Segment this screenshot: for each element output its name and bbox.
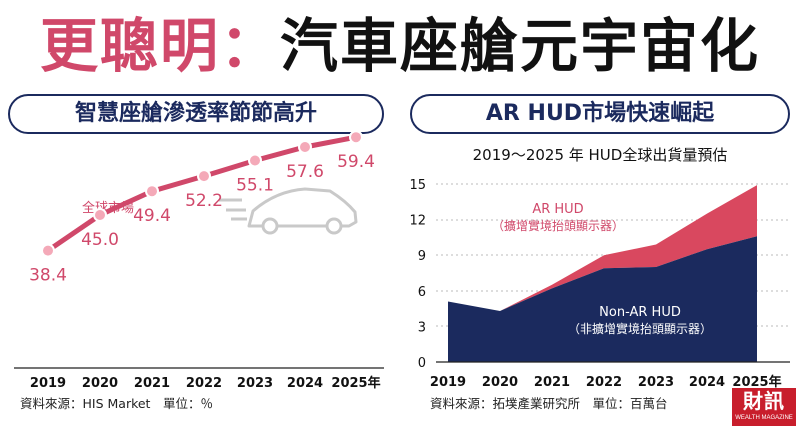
data-point — [298, 140, 312, 154]
left-source-note: 資料來源：HIS Market 單位：％ — [20, 396, 213, 411]
y-tick-label: 3 — [418, 320, 426, 335]
x-tick-label: 2020 — [82, 376, 118, 391]
area-ar-hud — [448, 185, 757, 311]
right-panel-header: AR HUD市場快速崛起 — [410, 94, 790, 134]
x-tick-label: 2023 — [638, 375, 674, 390]
right-source-note: 資料來源：拓墣產業研究所 單位：百萬台 — [430, 396, 668, 411]
series-label-non-ar-hud: Non-AR HUD — [599, 305, 681, 320]
y-tick-label: 12 — [409, 214, 426, 229]
hud-area-chart: 0 3 6 9 12 15 2019 2020 2021 2022 2023 2024 2025年 A… — [409, 178, 790, 390]
x-tick-label: 2025年 — [732, 374, 781, 390]
x-tick-label: 2021 — [134, 376, 170, 391]
series-label-ar-hud: AR HUD — [532, 202, 583, 217]
logo-subtext: WEALTH MAGAZINE — [735, 415, 793, 421]
data-point — [145, 184, 159, 199]
data-label: 52.2 — [185, 191, 223, 211]
car-icon — [219, 187, 358, 235]
data-label: 59.4 — [337, 152, 375, 172]
y-tick-label: 6 — [418, 285, 426, 300]
x-tick-label: 2019 — [430, 375, 466, 390]
title-main: 汽車座艙元宇宙化 — [280, 12, 761, 80]
x-tick-label: 2024 — [287, 376, 323, 391]
series-sublabel-non-ar-hud: （非擴增實境抬頭顯示器） — [568, 321, 712, 336]
data-point — [197, 169, 211, 184]
data-label: 57.6 — [286, 162, 324, 182]
x-tick-label: 2022 — [586, 375, 622, 390]
logo-text: 財訊 — [743, 389, 785, 413]
data-point — [349, 130, 363, 145]
y-tick-label: 0 — [418, 356, 426, 371]
area-non-ar-hud — [448, 236, 757, 362]
y-tick-label: 9 — [418, 249, 426, 264]
x-tick-label: 2024 — [689, 375, 725, 390]
hud-chart-title: 2019～2025 年 HUD全球出貨量預估 — [472, 146, 728, 164]
data-label: 38.4 — [29, 266, 67, 286]
left-panel-header: 智慧座艙滲透率節節高升 — [8, 94, 384, 134]
x-tick-label: 2023 — [237, 376, 273, 391]
y-tick-label: 15 — [409, 178, 426, 193]
data-point — [93, 208, 107, 222]
publisher-logo: 財訊 WEALTH MAGAZINE — [732, 388, 796, 426]
x-tick-label: 2021 — [534, 375, 570, 390]
x-tick-label: 2022 — [186, 376, 222, 391]
data-point — [248, 153, 262, 168]
title-highlight: 更聰明： — [39, 12, 280, 80]
x-tick-label: 2025年 — [331, 375, 380, 391]
data-label: 45.0 — [81, 230, 119, 250]
data-label: 49.4 — [133, 206, 171, 226]
penetration-line-chart: 全球市場 38.445.049.452.255.157.6 59.4 2019 20… — [14, 130, 384, 391]
data-point — [41, 243, 55, 258]
x-tick-label: 2020 — [482, 375, 518, 390]
series-sublabel-ar-hud: （擴增實境抬頭顯示器） — [492, 218, 624, 233]
data-label: 55.1 — [236, 176, 274, 196]
page-title: 更聰明：汽車座艙元宇宙化 — [0, 4, 800, 88]
x-tick-label: 2019 — [30, 376, 66, 391]
